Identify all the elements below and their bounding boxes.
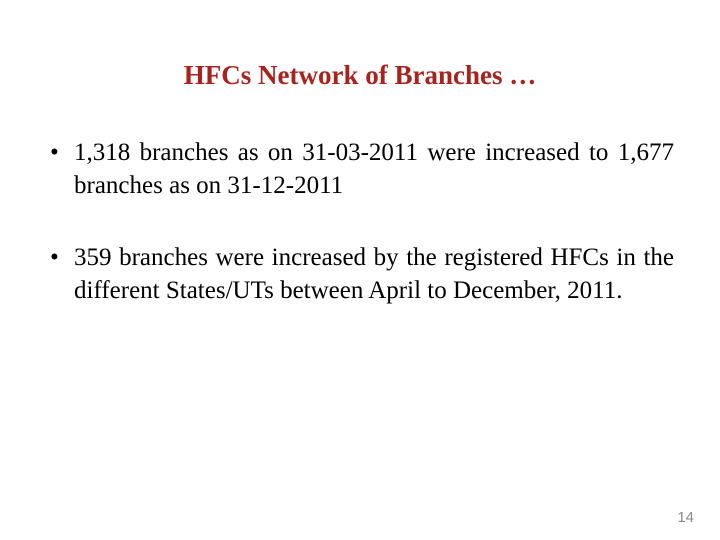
slide-title: HFCs Network of Branches … <box>40 60 680 91</box>
bullet-text: 1,318 branches as on 31-03-2011 were inc… <box>74 139 674 199</box>
slide: HFCs Network of Branches … 1,318 branche… <box>0 0 720 540</box>
bullet-text: 359 branches were increased by the regis… <box>74 244 674 304</box>
list-item: 1,318 branches as on 31-03-2011 were inc… <box>46 137 674 202</box>
bullet-list: 1,318 branches as on 31-03-2011 were inc… <box>40 137 680 307</box>
page-number: 14 <box>677 509 694 526</box>
list-item: 359 branches were increased by the regis… <box>46 242 674 307</box>
